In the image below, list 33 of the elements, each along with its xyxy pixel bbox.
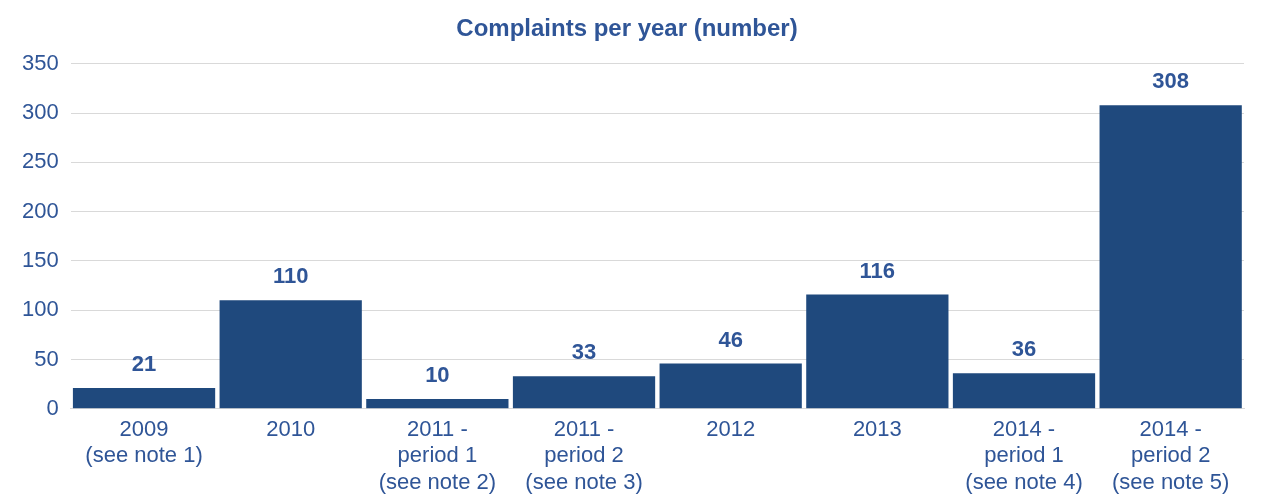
- bar: [512, 376, 656, 409]
- data-label: 110: [272, 263, 309, 289]
- data-label: 10: [425, 362, 450, 388]
- x-tick-label: 2013: [852, 416, 902, 442]
- x-tick-label: 2011 - period 1 (see note 2): [378, 416, 497, 494]
- x-tick-label: 2014 - period 2 (see note 5): [1111, 416, 1230, 494]
- y-tick-label: 150: [21, 247, 59, 273]
- data-label: 33: [571, 339, 597, 365]
- x-tick-label: 2012: [706, 416, 756, 442]
- y-tick-label: 0: [46, 394, 59, 420]
- bar: [219, 300, 362, 409]
- bar: [72, 388, 216, 409]
- bar: [1099, 105, 1242, 409]
- data-label: 308: [1152, 68, 1190, 94]
- data-label: 46: [718, 326, 743, 352]
- x-tick-label: 2010: [266, 416, 316, 442]
- bar: [806, 294, 949, 409]
- x-tick-label: 2014 - period 1 (see note 4): [965, 416, 1083, 494]
- bar: [366, 398, 509, 409]
- y-tick-label: 250: [21, 148, 59, 174]
- bar: [952, 373, 1096, 409]
- y-tick-label: 50: [34, 345, 59, 371]
- bar: [659, 363, 802, 409]
- chart-title: Complaints per year (number): [456, 14, 798, 42]
- x-tick-label: 2009 (see note 1): [85, 416, 203, 468]
- y-tick-label: 200: [21, 197, 59, 223]
- data-label: 116: [859, 257, 896, 283]
- y-tick-label: 300: [21, 99, 59, 125]
- x-tick-label: 2011 - period 2 (see note 3): [525, 416, 643, 494]
- y-tick-label: 350: [21, 49, 59, 75]
- data-label: 36: [1011, 336, 1037, 362]
- data-label: 21: [131, 351, 157, 377]
- y-tick-label: 100: [21, 296, 59, 322]
